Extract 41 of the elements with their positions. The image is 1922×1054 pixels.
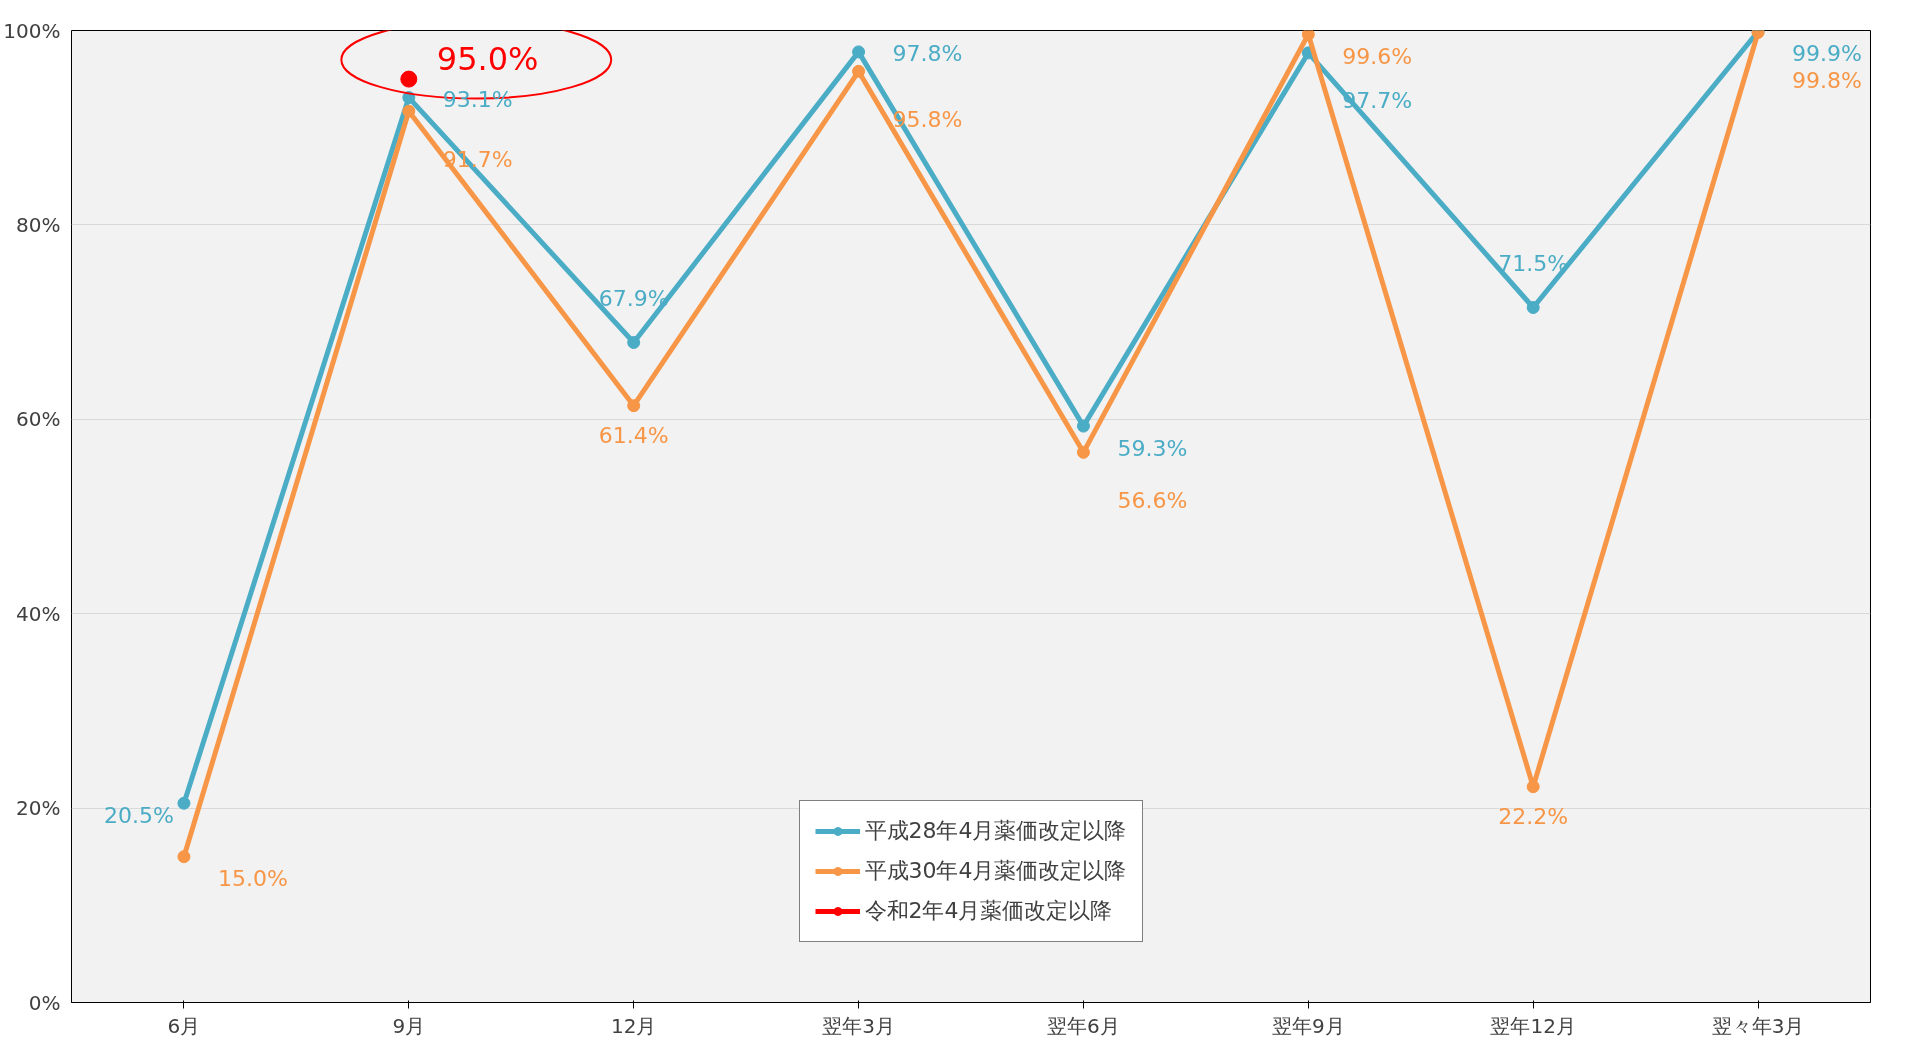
y-tick-label: 20%	[16, 796, 61, 821]
data-label: 99.9%	[1792, 40, 1862, 66]
x-tick-label: 翌年3月	[822, 1013, 895, 1038]
y-tick-label: 80%	[16, 212, 61, 237]
point	[1076, 445, 1090, 459]
data-label: 22.2%	[1498, 804, 1569, 830]
data-label: 61.4%	[598, 423, 669, 449]
point	[1076, 419, 1090, 433]
point	[1526, 780, 1540, 794]
point	[852, 64, 866, 78]
point	[1301, 30, 1315, 41]
x-tick-label: 6月	[167, 1013, 201, 1038]
x-tick-label: 翌年9月	[1271, 1013, 1345, 1038]
point	[852, 45, 866, 59]
data-label: 56.6%	[1117, 487, 1188, 513]
y-tick-label: 0%	[28, 990, 61, 1015]
y-tick-label: 60%	[16, 407, 61, 432]
data-label: 59.3%	[1117, 435, 1188, 461]
data-label: 99.6%	[1342, 43, 1413, 69]
x-tick-label: 翌々年3月	[1711, 1013, 1805, 1038]
x-tick-label: 12月	[610, 1013, 657, 1038]
point	[627, 399, 641, 413]
data-label: 15.0%	[217, 866, 288, 892]
y-tick-label: 100%	[3, 18, 61, 43]
x-tick-label: 翌年6月	[1047, 1013, 1120, 1038]
legend-label: 令和2年4月薬価改定以降	[864, 897, 1113, 925]
data-label: 97.8%	[892, 41, 963, 67]
legend-label: 平成30年4月薬価改定以降	[864, 857, 1127, 885]
y-tick-label: 40%	[16, 601, 61, 626]
point	[1526, 301, 1540, 315]
x-tick-label: 翌年12月	[1490, 1013, 1576, 1038]
point	[627, 336, 641, 349]
data-label: 95.0%	[436, 40, 539, 79]
point	[400, 70, 418, 88]
point	[402, 104, 416, 118]
point	[177, 796, 191, 810]
point	[177, 850, 191, 864]
x-tick-label: 9月	[392, 1013, 426, 1038]
data-label: 20.5%	[104, 802, 174, 828]
legend-label: 平成28年4月薬価改定以降	[864, 817, 1127, 845]
data-label: 99.8%	[1792, 67, 1862, 93]
